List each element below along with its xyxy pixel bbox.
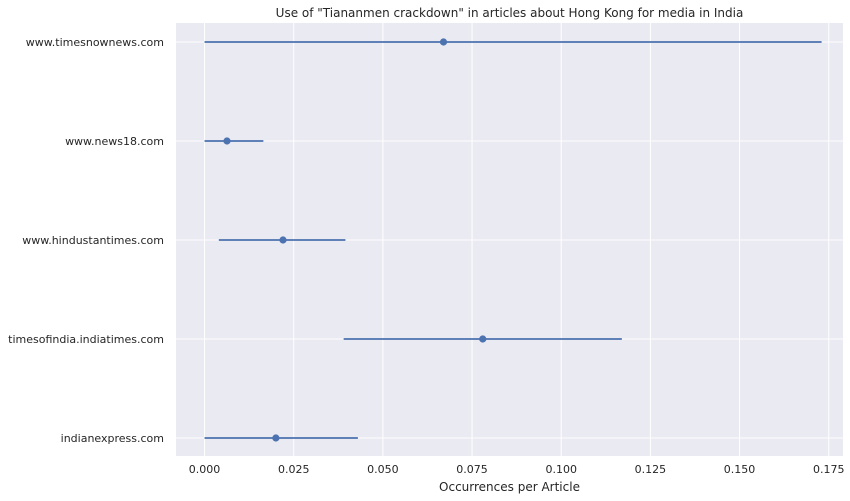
data-point	[439, 38, 448, 46]
x-tick-label: 0.100	[545, 463, 577, 476]
x-axis-label: Occurrences per Article	[439, 480, 580, 494]
x-tick-label: 0.050	[367, 463, 399, 476]
y-tick-label: www.news18.com	[65, 135, 164, 148]
data-point	[479, 335, 487, 343]
x-tick-label: 0.075	[456, 463, 488, 476]
data-marks	[204, 38, 822, 442]
x-tick-label: 0.025	[278, 463, 310, 476]
y-tick-label: www.hindustantimes.com	[22, 234, 164, 247]
data-point	[223, 137, 231, 145]
x-tick-label: 0.150	[724, 463, 756, 476]
x-tick-label: 0.175	[813, 463, 845, 476]
x-tick-label: 0.000	[189, 463, 221, 476]
y-tick-label: timesofindia.indiatimes.com	[8, 333, 164, 346]
data-point	[279, 236, 287, 244]
chart-title: Use of "Tiananmen crackdown" in articles…	[276, 6, 744, 20]
tick-labels: 0.000 0.025 0.050 0.075 0.100 0.125 0.150 0.175…	[8, 36, 844, 476]
data-point	[272, 434, 280, 442]
y-tick-label: www.timesnownews.com	[26, 36, 164, 49]
x-tick-label: 0.125	[635, 463, 667, 476]
y-tick-label: indianexpress.com	[61, 432, 164, 445]
